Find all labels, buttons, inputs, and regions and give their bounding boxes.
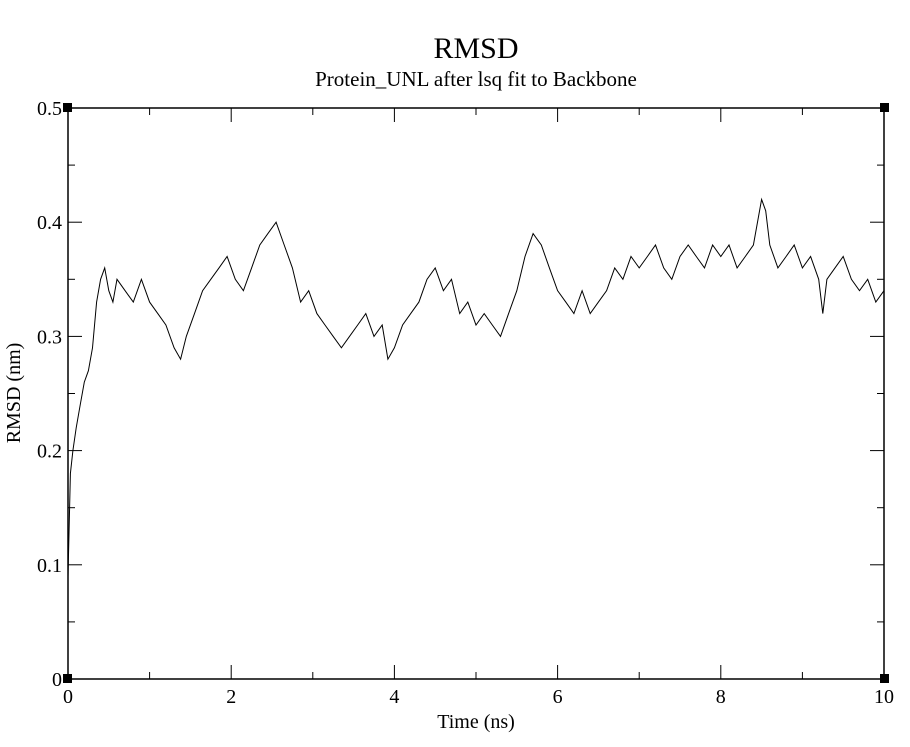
x-tick-label: 8 [716, 686, 726, 708]
corner-markers [63, 103, 889, 683]
plot-frame [67, 107, 885, 680]
x-tick-label: 4 [389, 686, 399, 708]
x-tick-label: 0 [63, 686, 73, 708]
y-tick-label: 0 [52, 669, 62, 691]
rmsd-series-line [67, 197, 885, 577]
x-axis-label: Time (ns) [437, 711, 515, 733]
axis-ticks [67, 107, 885, 680]
y-tick-label: 0.2 [37, 441, 62, 463]
y-tick-label: 0.4 [37, 212, 62, 234]
y-tick-label: 0.3 [37, 326, 62, 348]
y-tick-label: 0.5 [37, 98, 62, 120]
corner-marker-top-right [880, 103, 889, 112]
chart-title: RMSD [433, 32, 518, 65]
x-tick-label: 2 [226, 686, 236, 708]
chart-subtitle: Protein_UNL after lsq fit to Backbone [315, 67, 637, 91]
y-tick-label: 0.1 [37, 555, 62, 577]
tick-labels: 0 2 4 6 8 10 0 0.1 0.2 0.3 0.4 0.5 [37, 98, 894, 708]
corner-marker-top-left [63, 103, 72, 112]
x-tick-label: 10 [874, 686, 894, 708]
y-axis-label: RMSD (nm) [3, 343, 25, 444]
x-tick-label: 6 [553, 686, 563, 708]
